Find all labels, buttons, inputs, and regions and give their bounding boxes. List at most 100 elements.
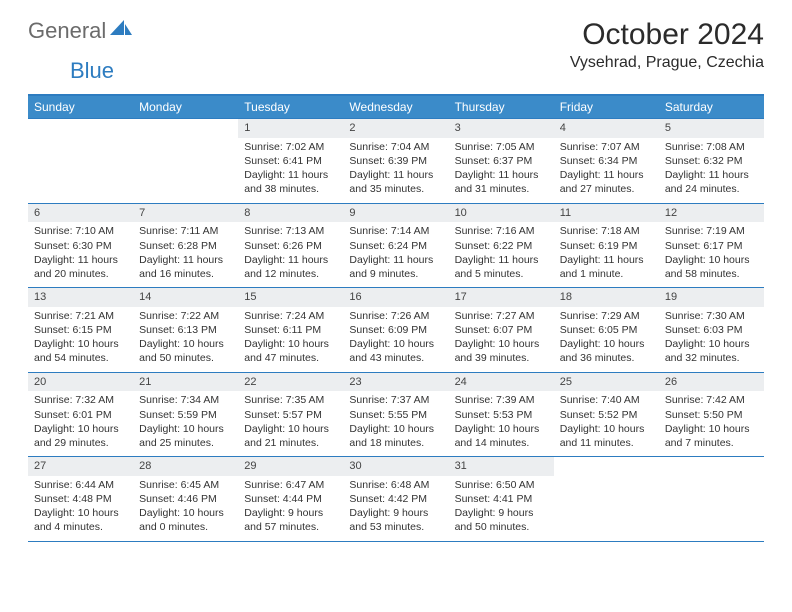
weekday-header: Tuesday xyxy=(238,96,343,118)
calendar-day-cell: 27Sunrise: 6:44 AMSunset: 4:48 PMDayligh… xyxy=(28,457,133,541)
sunrise-text: Sunrise: 7:40 AM xyxy=(560,393,653,407)
calendar-day-cell: 26Sunrise: 7:42 AMSunset: 5:50 PMDayligh… xyxy=(659,373,764,457)
calendar-day-cell: 10Sunrise: 7:16 AMSunset: 6:22 PMDayligh… xyxy=(449,204,554,288)
sunrise-text: Sunrise: 7:08 AM xyxy=(665,140,758,154)
day-number: 16 xyxy=(343,288,448,307)
sunset-text: Sunset: 6:11 PM xyxy=(244,323,337,337)
day-body: Sunrise: 7:18 AMSunset: 6:19 PMDaylight:… xyxy=(554,222,659,287)
day-body: Sunrise: 6:50 AMSunset: 4:41 PMDaylight:… xyxy=(449,476,554,541)
sunset-text: Sunset: 6:24 PM xyxy=(349,239,442,253)
day-body: Sunrise: 7:39 AMSunset: 5:53 PMDaylight:… xyxy=(449,391,554,456)
daylight-text: Daylight: 9 hours and 57 minutes. xyxy=(244,506,337,534)
daylight-text: Daylight: 10 hours and 32 minutes. xyxy=(665,337,758,365)
day-body: Sunrise: 7:26 AMSunset: 6:09 PMDaylight:… xyxy=(343,307,448,372)
calendar-day-cell: 14Sunrise: 7:22 AMSunset: 6:13 PMDayligh… xyxy=(133,288,238,372)
sunset-text: Sunset: 5:52 PM xyxy=(560,408,653,422)
brand-name-part2: Blue xyxy=(70,58,114,83)
daylight-text: Daylight: 10 hours and 21 minutes. xyxy=(244,422,337,450)
sunset-text: Sunset: 5:55 PM xyxy=(349,408,442,422)
daylight-text: Daylight: 9 hours and 53 minutes. xyxy=(349,506,442,534)
daylight-text: Daylight: 10 hours and 14 minutes. xyxy=(455,422,548,450)
daylight-text: Daylight: 10 hours and 25 minutes. xyxy=(139,422,232,450)
weekday-header: Thursday xyxy=(449,96,554,118)
day-number: 17 xyxy=(449,288,554,307)
day-number: 19 xyxy=(659,288,764,307)
sunset-text: Sunset: 6:17 PM xyxy=(665,239,758,253)
daylight-text: Daylight: 10 hours and 39 minutes. xyxy=(455,337,548,365)
daylight-text: Daylight: 10 hours and 36 minutes. xyxy=(560,337,653,365)
sunrise-text: Sunrise: 7:27 AM xyxy=(455,309,548,323)
sunrise-text: Sunrise: 7:07 AM xyxy=(560,140,653,154)
calendar-day-cell: 19Sunrise: 7:30 AMSunset: 6:03 PMDayligh… xyxy=(659,288,764,372)
daylight-text: Daylight: 11 hours and 1 minute. xyxy=(560,253,653,281)
calendar-day-cell: 24Sunrise: 7:39 AMSunset: 5:53 PMDayligh… xyxy=(449,373,554,457)
day-body: Sunrise: 7:22 AMSunset: 6:13 PMDaylight:… xyxy=(133,307,238,372)
day-number: 10 xyxy=(449,204,554,223)
daylight-text: Daylight: 11 hours and 31 minutes. xyxy=(455,168,548,196)
day-number: 27 xyxy=(28,457,133,476)
day-body: Sunrise: 7:30 AMSunset: 6:03 PMDaylight:… xyxy=(659,307,764,372)
day-number: 26 xyxy=(659,373,764,392)
sunset-text: Sunset: 6:30 PM xyxy=(34,239,127,253)
calendar-day-cell: 29Sunrise: 6:47 AMSunset: 4:44 PMDayligh… xyxy=(238,457,343,541)
calendar-day-cell: 25Sunrise: 7:40 AMSunset: 5:52 PMDayligh… xyxy=(554,373,659,457)
calendar-day-cell: 28Sunrise: 6:45 AMSunset: 4:46 PMDayligh… xyxy=(133,457,238,541)
weekday-header: Friday xyxy=(554,96,659,118)
day-body: Sunrise: 6:45 AMSunset: 4:46 PMDaylight:… xyxy=(133,476,238,541)
sunrise-text: Sunrise: 7:04 AM xyxy=(349,140,442,154)
sunrise-text: Sunrise: 7:42 AM xyxy=(665,393,758,407)
day-body: Sunrise: 7:19 AMSunset: 6:17 PMDaylight:… xyxy=(659,222,764,287)
day-body: Sunrise: 6:48 AMSunset: 4:42 PMDaylight:… xyxy=(343,476,448,541)
day-number: 2 xyxy=(343,119,448,138)
day-body: Sunrise: 7:14 AMSunset: 6:24 PMDaylight:… xyxy=(343,222,448,287)
daylight-text: Daylight: 10 hours and 47 minutes. xyxy=(244,337,337,365)
day-number: 1 xyxy=(238,119,343,138)
calendar-day-cell xyxy=(659,457,764,541)
sunset-text: Sunset: 6:09 PM xyxy=(349,323,442,337)
calendar-day-cell: 22Sunrise: 7:35 AMSunset: 5:57 PMDayligh… xyxy=(238,373,343,457)
day-number: 30 xyxy=(343,457,448,476)
sail-icon xyxy=(110,20,132,43)
month-title: October 2024 xyxy=(570,18,764,52)
day-number: 12 xyxy=(659,204,764,223)
calendar-day-cell: 30Sunrise: 6:48 AMSunset: 4:42 PMDayligh… xyxy=(343,457,448,541)
sunset-text: Sunset: 4:41 PM xyxy=(455,492,548,506)
day-number: 14 xyxy=(133,288,238,307)
calendar-day-cell: 17Sunrise: 7:27 AMSunset: 6:07 PMDayligh… xyxy=(449,288,554,372)
sunrise-text: Sunrise: 7:18 AM xyxy=(560,224,653,238)
daylight-text: Daylight: 10 hours and 50 minutes. xyxy=(139,337,232,365)
day-body: Sunrise: 7:21 AMSunset: 6:15 PMDaylight:… xyxy=(28,307,133,372)
day-number: 21 xyxy=(133,373,238,392)
daylight-text: Daylight: 11 hours and 9 minutes. xyxy=(349,253,442,281)
calendar-day-cell xyxy=(554,457,659,541)
sunset-text: Sunset: 5:59 PM xyxy=(139,408,232,422)
calendar-day-cell: 21Sunrise: 7:34 AMSunset: 5:59 PMDayligh… xyxy=(133,373,238,457)
day-body: Sunrise: 7:37 AMSunset: 5:55 PMDaylight:… xyxy=(343,391,448,456)
sunrise-text: Sunrise: 7:02 AM xyxy=(244,140,337,154)
day-number: 11 xyxy=(554,204,659,223)
sunrise-text: Sunrise: 7:26 AM xyxy=(349,309,442,323)
daylight-text: Daylight: 11 hours and 20 minutes. xyxy=(34,253,127,281)
sunset-text: Sunset: 6:01 PM xyxy=(34,408,127,422)
sunrise-text: Sunrise: 6:47 AM xyxy=(244,478,337,492)
day-body: Sunrise: 7:35 AMSunset: 5:57 PMDaylight:… xyxy=(238,391,343,456)
daylight-text: Daylight: 10 hours and 58 minutes. xyxy=(665,253,758,281)
calendar-day-cell: 15Sunrise: 7:24 AMSunset: 6:11 PMDayligh… xyxy=(238,288,343,372)
weekday-header-row: Sunday Monday Tuesday Wednesday Thursday… xyxy=(28,96,764,118)
daylight-text: Daylight: 11 hours and 35 minutes. xyxy=(349,168,442,196)
daylight-text: Daylight: 11 hours and 16 minutes. xyxy=(139,253,232,281)
day-number: 28 xyxy=(133,457,238,476)
calendar-day-cell: 3Sunrise: 7:05 AMSunset: 6:37 PMDaylight… xyxy=(449,119,554,203)
day-number: 31 xyxy=(449,457,554,476)
calendar-day-cell: 1Sunrise: 7:02 AMSunset: 6:41 PMDaylight… xyxy=(238,119,343,203)
day-number: 4 xyxy=(554,119,659,138)
calendar-week-row: 1 Sunrise: 7:02 AMSunset: 6:41 PM Daylight… xyxy=(28,118,764,203)
calendar-day-cell: 13Sunrise: 7:21 AMSunset: 6:15 PMDayligh… xyxy=(28,288,133,372)
calendar-week-row: 20Sunrise: 7:32 AMSunset: 6:01 PMDayligh… xyxy=(28,372,764,457)
sunset-text: Sunset: 6:05 PM xyxy=(560,323,653,337)
sunrise-text: Sunrise: 7:39 AM xyxy=(455,393,548,407)
sunset-text: Sunset: 6:41 PM xyxy=(244,154,337,168)
sunrise-text: Sunrise: 6:50 AM xyxy=(455,478,548,492)
day-body: Sunrise: 7:04 AMSunset: 6:39 PMDaylight:… xyxy=(343,138,448,203)
sunset-text: Sunset: 4:46 PM xyxy=(139,492,232,506)
